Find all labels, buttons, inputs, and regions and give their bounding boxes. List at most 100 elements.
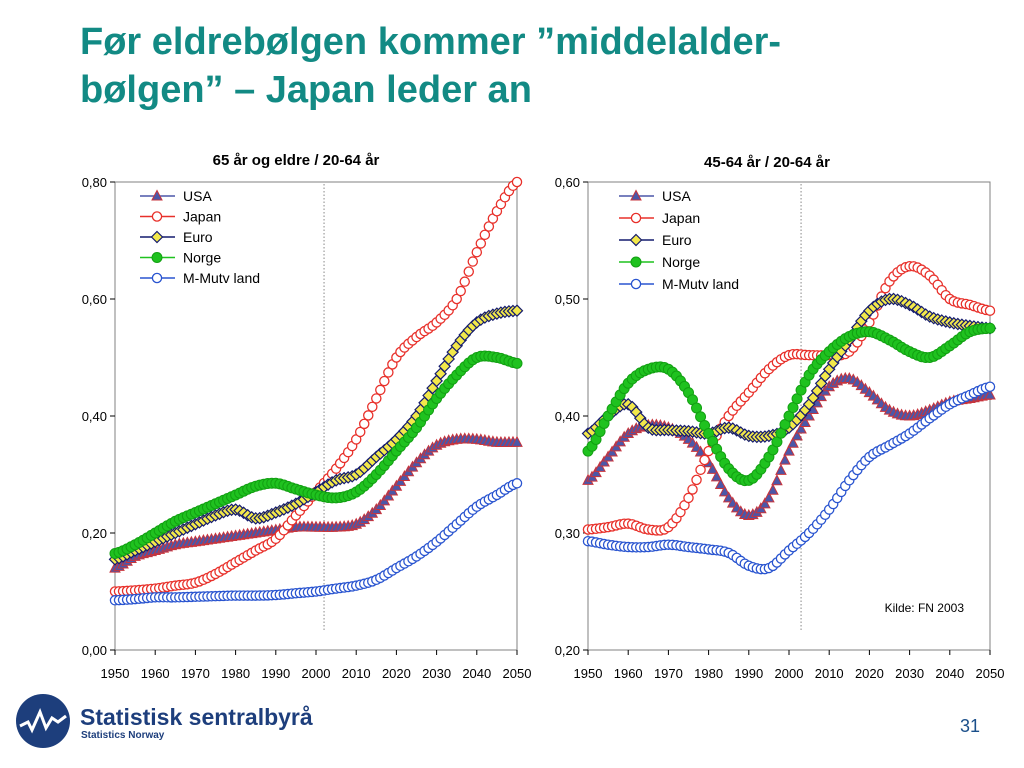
legend-label-euro: Euro xyxy=(662,232,692,248)
data-point-usa xyxy=(775,463,787,475)
x-tick-label: 2040 xyxy=(935,666,964,681)
data-point-japan xyxy=(459,276,470,287)
slide-title-line-2: bølgen” – Japan leder an xyxy=(80,69,532,111)
x-tick-label: 2010 xyxy=(815,666,844,681)
legend-marker-euro xyxy=(150,230,164,244)
y-tick-label: 0,40 xyxy=(555,409,580,424)
legend-marker-norge xyxy=(151,252,163,263)
ssb-logo: Statistisk sentralbyrå Statistics Norway xyxy=(14,692,314,756)
data-point-japan xyxy=(691,474,702,486)
legend-marker-usa xyxy=(151,189,163,201)
data-point-japan xyxy=(463,266,475,277)
data-point-usa xyxy=(763,491,775,503)
data-point-usa xyxy=(783,444,795,456)
logo-subtitle: Statistics Norway xyxy=(81,730,165,741)
data-point-japan xyxy=(511,176,523,188)
series-mutv xyxy=(109,478,523,606)
data-point-japan xyxy=(471,246,483,258)
y-tick-label: 0,40 xyxy=(82,409,107,424)
data-point-usa xyxy=(710,470,723,482)
x-tick-label: 2000 xyxy=(775,666,804,681)
slide-title-line-1: Før eldrebølgen kommer ”middelalder- xyxy=(80,21,782,63)
series-usa xyxy=(582,371,996,520)
x-tick-label: 2030 xyxy=(895,666,924,681)
legend-marker-mutv xyxy=(151,272,163,284)
legend-label-mutv: M-Mutv land xyxy=(662,276,739,292)
data-point-japan xyxy=(683,492,694,504)
legend-marker-japan xyxy=(151,211,163,222)
x-tick-label: 2030 xyxy=(422,666,451,681)
data-point-norge xyxy=(984,322,996,334)
legend-marker-usa xyxy=(630,189,642,201)
legend-label-usa: USA xyxy=(662,188,691,204)
series-norge xyxy=(109,350,523,559)
x-tick-label: 1990 xyxy=(261,666,290,681)
data-point-japan xyxy=(475,238,487,249)
chart-title: 45-64 år / 20-64 år xyxy=(704,154,830,171)
data-point-mutv xyxy=(984,381,996,392)
series-usa xyxy=(109,432,523,573)
legend-label-norge: Norge xyxy=(662,254,700,270)
x-tick-label: 2020 xyxy=(855,666,884,681)
chart-title: 65 år og eldre / 20-64 år xyxy=(213,152,380,169)
x-tick-label: 2050 xyxy=(503,666,532,681)
data-point-usa xyxy=(799,415,811,427)
data-point-usa xyxy=(767,483,779,495)
x-tick-label: 2040 xyxy=(462,666,491,681)
x-tick-label: 2020 xyxy=(382,666,411,681)
data-point-usa xyxy=(787,436,799,448)
data-point-japan xyxy=(455,285,466,297)
y-tick-label: 0,80 xyxy=(82,175,107,190)
data-point-usa xyxy=(984,388,996,400)
x-tick-label: 2000 xyxy=(302,666,331,681)
y-tick-label: 0,60 xyxy=(82,292,107,307)
series-norge xyxy=(582,322,996,487)
data-point-usa xyxy=(718,485,731,497)
legend-label-euro: Euro xyxy=(183,229,213,245)
data-point-japan xyxy=(375,384,386,396)
legend-marker-japan xyxy=(630,212,642,224)
data-point-mutv xyxy=(511,478,523,489)
legend: USA Japan Euro Norge M-Mutv land xyxy=(619,188,739,292)
x-tick-label: 1960 xyxy=(614,666,643,681)
data-point-japan xyxy=(371,393,382,404)
data-point-japan xyxy=(358,418,370,430)
y-tick-label: 0,20 xyxy=(555,643,580,658)
data-point-euro xyxy=(510,304,524,318)
x-tick-label: 1980 xyxy=(221,666,250,681)
data-point-norge xyxy=(511,357,523,369)
y-tick-label: 0,30 xyxy=(555,526,580,541)
legend-label-usa: USA xyxy=(183,188,212,204)
legend-label-norge: Norge xyxy=(183,250,221,266)
data-point-usa xyxy=(791,429,803,441)
data-point-japan xyxy=(687,484,698,495)
series-japan xyxy=(582,260,996,536)
x-tick-label: 2050 xyxy=(976,666,1005,681)
data-point-japan xyxy=(479,229,491,241)
plot-area xyxy=(114,181,518,651)
slide-title: Før eldrebølgen kommer ”middelalder- bøl… xyxy=(80,18,980,114)
data-point-usa xyxy=(706,462,719,474)
legend-label-mutv: M-Mutv land xyxy=(183,270,260,286)
data-point-japan xyxy=(354,426,366,438)
legend-label-japan: Japan xyxy=(662,210,700,226)
data-point-japan xyxy=(363,410,374,421)
chart-2: 45-64 år / 20-64 år 0,20 0,30 0,40 0,50 0,60 1… xyxy=(555,154,1005,681)
y-tick-label: 0,20 xyxy=(82,526,107,541)
data-point-japan xyxy=(699,454,710,466)
x-tick-label: 1950 xyxy=(101,666,130,681)
y-tick-label: 0,60 xyxy=(555,175,580,190)
y-tick-label: 0,50 xyxy=(555,292,580,307)
x-tick-label: 1960 xyxy=(141,666,170,681)
x-tick-label: 1970 xyxy=(181,666,210,681)
data-point-japan xyxy=(984,305,996,316)
x-tick-label: 1950 xyxy=(574,666,603,681)
series-mutv xyxy=(582,381,996,575)
data-point-usa xyxy=(511,435,523,447)
ssb-logo-icon xyxy=(16,694,70,748)
data-point-usa xyxy=(594,460,606,472)
data-point-japan xyxy=(383,367,394,378)
data-point-japan xyxy=(367,401,378,413)
page-number: 31 xyxy=(960,716,981,736)
